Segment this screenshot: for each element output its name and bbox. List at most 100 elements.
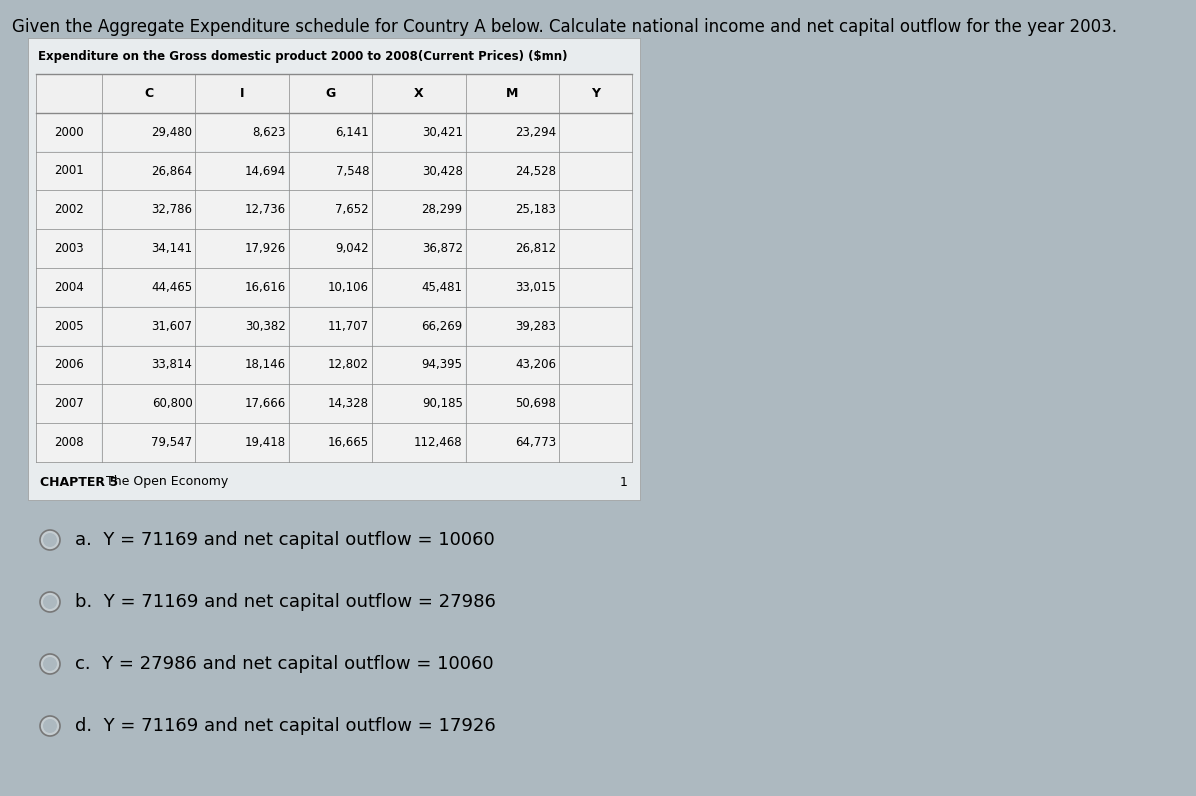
Text: 10,106: 10,106 bbox=[328, 281, 370, 294]
Text: 28,299: 28,299 bbox=[421, 203, 463, 217]
Bar bbox=[560, 191, 631, 228]
Circle shape bbox=[39, 530, 60, 550]
Text: 26,812: 26,812 bbox=[515, 242, 556, 255]
Bar bbox=[36, 384, 631, 423]
Text: 90,185: 90,185 bbox=[422, 397, 463, 410]
Bar bbox=[466, 191, 559, 228]
Text: 43,206: 43,206 bbox=[515, 358, 556, 372]
Text: 23,294: 23,294 bbox=[515, 126, 556, 139]
Text: 30,428: 30,428 bbox=[422, 165, 463, 178]
Bar bbox=[196, 307, 288, 345]
Bar bbox=[196, 191, 288, 228]
Bar bbox=[289, 191, 372, 228]
Circle shape bbox=[43, 719, 57, 733]
Text: 26,864: 26,864 bbox=[151, 165, 193, 178]
Text: 2008: 2008 bbox=[54, 436, 84, 449]
Text: 2005: 2005 bbox=[54, 320, 84, 333]
Bar bbox=[560, 113, 631, 151]
Bar bbox=[196, 346, 288, 384]
Bar bbox=[37, 423, 102, 462]
Circle shape bbox=[43, 657, 57, 671]
Text: 14,694: 14,694 bbox=[245, 165, 286, 178]
Bar bbox=[37, 385, 102, 423]
Text: 9,042: 9,042 bbox=[336, 242, 370, 255]
Bar bbox=[36, 423, 631, 462]
Bar bbox=[103, 152, 195, 190]
Bar bbox=[466, 423, 559, 462]
Text: a.  Y = 71169 and net capital outflow = 10060: a. Y = 71169 and net capital outflow = 1… bbox=[75, 531, 495, 549]
Text: 50,698: 50,698 bbox=[515, 397, 556, 410]
Bar bbox=[36, 229, 631, 268]
Text: 39,283: 39,283 bbox=[515, 320, 556, 333]
Bar bbox=[373, 230, 465, 267]
Text: 1: 1 bbox=[620, 475, 628, 489]
Text: 2003: 2003 bbox=[54, 242, 84, 255]
Bar bbox=[196, 113, 288, 151]
Text: 64,773: 64,773 bbox=[515, 436, 556, 449]
Bar bbox=[560, 346, 631, 384]
Bar bbox=[560, 230, 631, 267]
Text: 7,652: 7,652 bbox=[336, 203, 370, 217]
Bar bbox=[37, 191, 102, 228]
Text: 33,814: 33,814 bbox=[152, 358, 193, 372]
Bar bbox=[289, 307, 372, 345]
Bar bbox=[103, 191, 195, 228]
Bar bbox=[103, 268, 195, 306]
Text: G: G bbox=[325, 87, 336, 100]
Bar bbox=[373, 307, 465, 345]
Text: 16,616: 16,616 bbox=[245, 281, 286, 294]
Text: 60,800: 60,800 bbox=[152, 397, 193, 410]
Text: 29,480: 29,480 bbox=[152, 126, 193, 139]
Bar bbox=[560, 268, 631, 306]
Bar bbox=[37, 152, 102, 190]
Text: 30,421: 30,421 bbox=[422, 126, 463, 139]
Text: Y: Y bbox=[591, 87, 600, 100]
Bar bbox=[289, 152, 372, 190]
Bar bbox=[36, 190, 631, 229]
Bar bbox=[103, 385, 195, 423]
Text: Given the Aggregate Expenditure schedule for Country A below. Calculate national: Given the Aggregate Expenditure schedule… bbox=[12, 18, 1117, 36]
Bar bbox=[560, 307, 631, 345]
Text: 2007: 2007 bbox=[54, 397, 84, 410]
Bar bbox=[37, 268, 102, 306]
Bar bbox=[289, 113, 372, 151]
Circle shape bbox=[39, 654, 60, 674]
Bar bbox=[560, 385, 631, 423]
Bar bbox=[36, 306, 631, 345]
Text: 34,141: 34,141 bbox=[151, 242, 193, 255]
Text: 25,183: 25,183 bbox=[515, 203, 556, 217]
Bar bbox=[196, 385, 288, 423]
Bar bbox=[373, 423, 465, 462]
Bar bbox=[196, 423, 288, 462]
Circle shape bbox=[43, 595, 57, 609]
Text: 36,872: 36,872 bbox=[422, 242, 463, 255]
Circle shape bbox=[39, 716, 60, 736]
Text: 11,707: 11,707 bbox=[328, 320, 370, 333]
Bar bbox=[373, 113, 465, 151]
Bar bbox=[466, 307, 559, 345]
Text: 8,623: 8,623 bbox=[252, 126, 286, 139]
Text: X: X bbox=[414, 87, 423, 100]
Text: 2002: 2002 bbox=[54, 203, 84, 217]
Bar bbox=[373, 346, 465, 384]
Text: 18,146: 18,146 bbox=[245, 358, 286, 372]
Text: 79,547: 79,547 bbox=[151, 436, 193, 449]
Bar bbox=[466, 385, 559, 423]
Bar bbox=[373, 385, 465, 423]
Bar bbox=[560, 423, 631, 462]
Bar bbox=[36, 151, 631, 190]
Text: 2000: 2000 bbox=[54, 126, 84, 139]
Text: c.  Y = 27986 and net capital outflow = 10060: c. Y = 27986 and net capital outflow = 1… bbox=[75, 655, 494, 673]
Bar bbox=[466, 230, 559, 267]
Bar bbox=[103, 230, 195, 267]
Bar bbox=[37, 230, 102, 267]
Bar bbox=[196, 268, 288, 306]
Text: CHAPTER 5: CHAPTER 5 bbox=[39, 475, 118, 489]
Text: 12,802: 12,802 bbox=[328, 358, 370, 372]
Bar bbox=[103, 423, 195, 462]
Bar bbox=[289, 423, 372, 462]
Bar bbox=[289, 346, 372, 384]
Text: 14,328: 14,328 bbox=[328, 397, 370, 410]
Text: 2006: 2006 bbox=[54, 358, 84, 372]
Text: 16,665: 16,665 bbox=[328, 436, 370, 449]
